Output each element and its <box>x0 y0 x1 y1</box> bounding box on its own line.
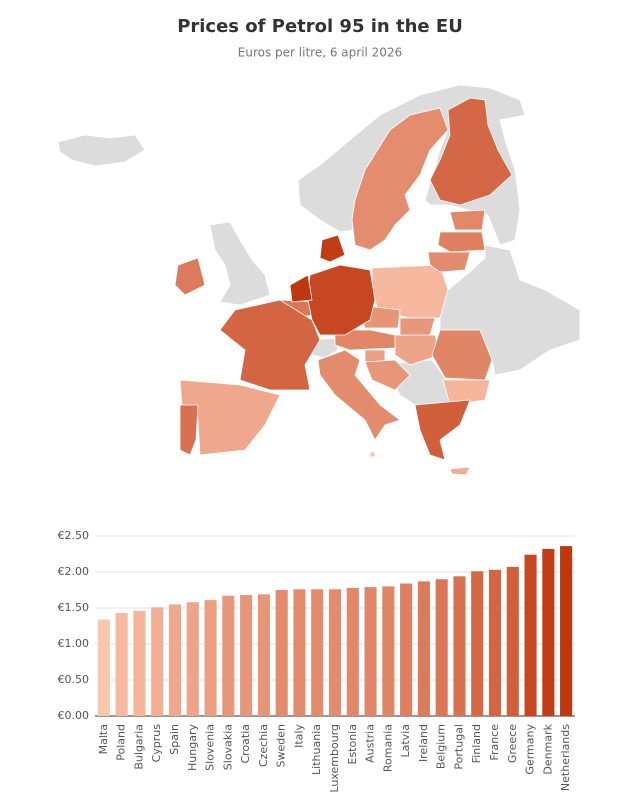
x-tick-label: Malta <box>97 724 110 754</box>
y-tick-label: €1.00 <box>58 637 90 650</box>
bar <box>240 595 253 716</box>
map-country <box>179 404 199 456</box>
map-country <box>319 234 346 263</box>
bar <box>275 590 288 716</box>
bar <box>328 589 342 716</box>
bar <box>133 610 146 716</box>
x-tick-label: Lithuania <box>310 724 323 775</box>
map-country <box>364 359 411 391</box>
map-country <box>364 349 386 363</box>
x-tick-label: Cyprus <box>150 724 163 763</box>
map-country <box>442 379 491 406</box>
bar <box>186 602 199 716</box>
bar <box>168 604 182 716</box>
x-tick-label: Croatia <box>239 724 252 764</box>
bar <box>364 587 377 716</box>
map-country <box>351 107 449 251</box>
y-tick-label: €1.50 <box>58 601 90 614</box>
y-tick-label: €2.50 <box>58 529 90 542</box>
x-tick-label: Estonia <box>346 724 359 765</box>
map-country <box>431 329 493 381</box>
x-tick-label: Sweden <box>275 724 288 767</box>
chart-subtitle: Euros per litre, 6 april 2026 <box>238 46 402 60</box>
x-tick-label: Latvia <box>399 724 412 758</box>
bar <box>151 607 164 716</box>
bar <box>471 571 484 716</box>
bar <box>453 576 466 716</box>
bar <box>435 579 448 716</box>
x-tick-label: Austria <box>364 724 377 763</box>
map-country <box>317 349 401 441</box>
x-tick-label: Czechia <box>257 724 270 767</box>
map-country <box>399 317 436 336</box>
x-tick-label: Hungary <box>186 724 199 771</box>
bar <box>97 619 110 716</box>
x-tick-label: Denmark <box>541 723 554 774</box>
map-country <box>427 251 471 273</box>
bar <box>346 587 359 716</box>
map-country <box>174 257 206 296</box>
map-country <box>289 274 313 303</box>
x-tick-label: Greece <box>506 724 519 763</box>
x-tick-label: Belgium <box>435 724 448 769</box>
bar <box>560 546 573 716</box>
x-tick-label: Finland <box>470 724 483 763</box>
y-tick-label: €0.00 <box>58 709 90 722</box>
x-tick-label: Germany <box>524 724 537 775</box>
bar <box>311 589 324 716</box>
bar <box>204 600 217 716</box>
x-tick-label: Netherlands <box>559 724 572 791</box>
x-tick-label: Poland <box>115 724 128 761</box>
bar <box>382 586 395 716</box>
x-tick-label: Slovenia <box>204 724 217 771</box>
x-tick-label: Bulgaria <box>132 724 145 770</box>
bar <box>524 554 537 716</box>
bar <box>542 548 555 716</box>
map-background <box>57 84 581 406</box>
belarus-ukraine <box>439 244 581 376</box>
y-tick-label: €0.50 <box>58 673 90 686</box>
iceland <box>57 134 146 167</box>
map-country <box>414 399 471 461</box>
x-tick-label: France <box>488 724 501 761</box>
map-country <box>334 329 396 351</box>
bar <box>293 589 306 716</box>
bar <box>222 595 235 716</box>
bar <box>115 613 128 716</box>
map-country <box>429 97 513 206</box>
bar <box>488 569 502 716</box>
bar <box>400 583 413 716</box>
map-country <box>307 264 376 336</box>
chart-title: Prices of Petrol 95 in the EU <box>177 16 463 37</box>
bar <box>257 594 270 716</box>
map-country <box>369 451 376 458</box>
x-tick-label: Ireland <box>417 724 430 762</box>
x-tick-label: Slovakia <box>221 724 234 770</box>
y-tick-label: €2.00 <box>58 565 90 578</box>
bar <box>417 581 430 716</box>
map-country <box>437 231 486 253</box>
bar <box>506 566 519 716</box>
x-tick-label: Portugal <box>452 724 465 770</box>
x-tick-label: Romania <box>381 724 394 772</box>
map-country <box>449 466 471 476</box>
uk <box>209 221 271 306</box>
x-tick-label: Luxembourg <box>328 724 341 793</box>
x-tick-label: Italy <box>292 724 305 748</box>
map-country <box>219 299 321 391</box>
map-country <box>449 209 486 231</box>
x-tick-label: Spain <box>168 724 181 755</box>
